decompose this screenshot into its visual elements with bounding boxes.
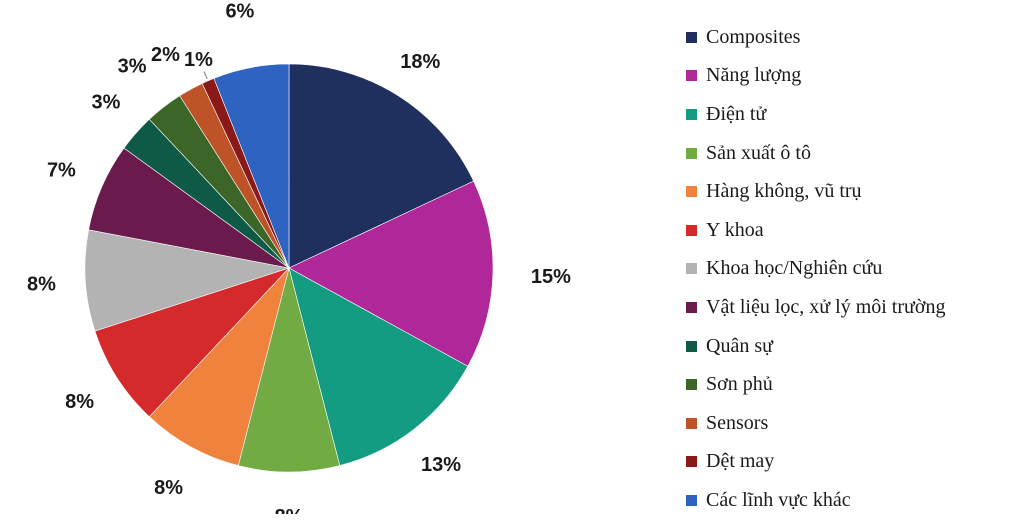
legend-label: Quân sự xyxy=(706,334,773,357)
legend-swatch xyxy=(686,494,697,506)
legend-swatch xyxy=(686,108,697,120)
legend-label: Dệt may xyxy=(706,450,775,473)
legend-label: Năng lượng xyxy=(706,64,802,87)
legend-item: Dệt may xyxy=(686,443,1016,482)
pie-chart: 18%15%13%8%8%8%8%7%3%3%2%1%6% xyxy=(27,1,571,514)
legend-item: Năng lượng xyxy=(686,57,1016,96)
pie-slice xyxy=(288,180,494,367)
legend-label: Điện tử xyxy=(706,102,767,125)
data-label: 2% xyxy=(151,44,180,66)
data-label: 8% xyxy=(275,506,304,514)
legend-item: Sơn phủ xyxy=(686,365,1016,404)
legend-label: Các lĩnh vực khác xyxy=(706,488,851,511)
legend-item: Sensors xyxy=(686,404,1016,443)
legend-swatch xyxy=(686,147,697,159)
legend-label: Vật liệu lọc, xử lý môi trường xyxy=(706,295,946,318)
legend-label: Composites xyxy=(706,25,801,48)
pie-slice xyxy=(288,267,469,466)
legend-swatch xyxy=(686,186,697,198)
data-label: 6% xyxy=(225,1,254,23)
legend-label: Y khoa xyxy=(706,218,764,241)
data-label: 3% xyxy=(92,91,121,113)
pie-slice xyxy=(237,267,341,473)
pie-slice xyxy=(213,63,290,269)
legend-item: Y khoa xyxy=(686,211,1016,250)
legend-swatch xyxy=(686,31,697,43)
legend-item: Khoa học/Nghiên cứu xyxy=(686,250,1016,289)
legend-item: Sản xuất ô tô xyxy=(686,134,1016,173)
legend-swatch xyxy=(686,224,697,236)
data-label: 13% xyxy=(421,454,461,476)
legend-label: Hàng không, vũ trụ xyxy=(706,180,862,203)
legend-item: Composites xyxy=(686,18,1016,57)
legend-label: Khoa học/Nghiên cứu xyxy=(706,257,883,280)
legend-item: Hàng không, vũ trụ xyxy=(686,172,1016,211)
legend-item: Quân sự xyxy=(686,327,1016,366)
pie-slices xyxy=(84,63,494,473)
legend-swatch xyxy=(686,417,697,429)
data-label: 8% xyxy=(65,391,94,413)
pie-slice xyxy=(148,267,290,466)
legend-item: Điện tử xyxy=(686,95,1016,134)
legend-label: Sản xuất ô tô xyxy=(706,141,811,164)
data-label: 7% xyxy=(47,160,76,182)
legend-swatch xyxy=(686,70,697,82)
legend-swatch xyxy=(686,379,697,391)
pie-slice xyxy=(84,229,290,332)
data-label: 1% xyxy=(184,49,213,71)
legend-swatch xyxy=(686,340,697,352)
legend-swatch xyxy=(686,301,697,313)
legend-label: Sơn phủ xyxy=(706,373,773,396)
data-label: 15% xyxy=(531,266,571,288)
legend-label: Sensors xyxy=(706,411,769,434)
data-label: 8% xyxy=(154,477,183,499)
legend-item: Vật liệu lọc, xử lý môi trường xyxy=(686,288,1016,327)
legend-swatch xyxy=(686,456,697,468)
legend: Composites Năng lượng Điện tử Sản xuất ô tô… xyxy=(686,18,1016,520)
data-label: 18% xyxy=(400,51,440,73)
pie-slice xyxy=(94,267,290,418)
data-labels: 18%15%13%8%8%8%8%7%3%3%2%1%6% xyxy=(27,1,571,514)
pie-slice xyxy=(288,63,474,269)
legend-item: Các lĩnh vực khác xyxy=(686,481,1016,520)
legend-swatch xyxy=(686,263,697,275)
data-label: 3% xyxy=(118,56,147,78)
leader-line xyxy=(203,71,208,80)
data-label: 8% xyxy=(27,274,56,296)
leader-lines xyxy=(203,71,208,80)
